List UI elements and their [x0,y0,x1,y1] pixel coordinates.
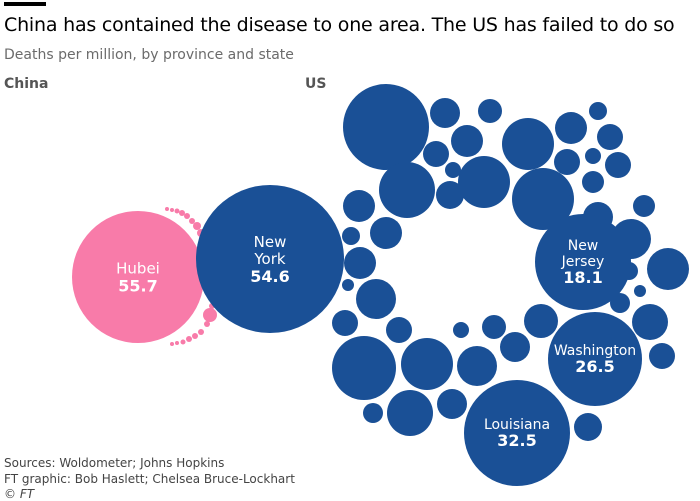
us-bubble [605,152,631,178]
us-bubble [370,217,402,249]
us-bubble [502,118,554,170]
us-washington-bubble [548,312,642,406]
us-bubble [332,336,396,400]
china-bubble [192,333,198,339]
china-hubei-value-label: 55.7 [118,277,157,296]
footer-sources: Sources: Woldometer; Johns Hopkins [4,456,225,470]
us-louisiana-value-label: 32.5 [497,431,536,450]
panel-label-china: China [4,76,49,92]
us-new-york-name-label: New [254,233,287,251]
us-bubble [574,413,602,441]
china-hubei-name-label: Hubei [116,260,160,278]
us-bubble [356,279,396,319]
us-bubble [386,317,412,343]
us-washington-name-label: Washington [554,343,636,359]
china-bubble [170,208,174,212]
china-bubble [179,210,185,216]
us-bubble [430,98,460,128]
china-hubei-bubble [72,211,204,343]
footer-copyright: © FT [4,487,35,501]
us-new-jersey-name-label: Jersey [561,254,605,270]
us-bubble [585,148,601,164]
us-bubble [649,343,675,369]
us-bubble [589,102,607,120]
us-bubble [634,285,646,297]
us-bubble [458,156,510,208]
china-bubble [174,208,180,214]
us-bubble [478,99,502,123]
us-new-york-bubble [196,185,344,333]
us-bubble [633,195,655,217]
us-bubble [457,346,497,386]
china-bubble [165,207,169,211]
us-bubble [647,248,689,290]
footer-graphic-credit: FT graphic: Bob Haslett; Chelsea Bruce-L… [4,472,295,486]
china-bubble [186,336,192,342]
us-bubble [344,247,376,279]
header-accent-bar [4,2,46,6]
us-bubble [610,293,630,313]
us-bubble [582,171,604,193]
china-bubble [204,321,210,327]
us-louisiana-name-label: Louisiana [484,417,550,433]
china-bubble [175,341,179,345]
us-bubble [500,332,530,362]
us-bubble [512,168,574,230]
china-bubble [203,308,217,322]
us-bubble [423,141,449,167]
china-bubble [184,213,190,219]
us-bubble [387,390,433,436]
china-bubble [193,222,201,230]
china-bubble [198,329,204,335]
panel-label-us: US [305,76,327,92]
china-bubble [189,218,195,224]
us-bubble [363,403,383,423]
us-new-york-value-label: 54.6 [250,267,289,286]
us-bubble [437,389,467,419]
us-bubble [342,227,360,245]
us-bubble [436,181,464,209]
chart-title: China has contained the disease to one a… [4,14,675,36]
us-bubble [401,338,453,390]
us-new-york-name-label: York [253,250,286,268]
us-bubble [343,84,429,170]
us-bubble [632,304,668,340]
us-new-jersey-name-label: New [568,238,599,254]
chart-subtitle: Deaths per million, by province and stat… [4,47,294,63]
us-bubble [555,112,587,144]
us-bubble [451,125,483,157]
us-bubble [597,124,623,150]
us-bubble [379,162,435,218]
china-bubble [170,342,174,346]
us-bubble [332,310,358,336]
us-new-jersey-bubble [535,214,631,310]
us-washington-value-label: 26.5 [575,357,614,376]
us-bubble [445,162,461,178]
us-bubble [343,190,375,222]
us-bubble [554,149,580,175]
china-bubble [180,339,186,345]
us-bubble [524,304,558,338]
us-louisiana-bubble [464,380,570,486]
us-bubble [453,322,469,338]
us-new-jersey-value-label: 18.1 [563,268,602,287]
us-bubble [482,315,506,339]
us-bubble [342,279,354,291]
